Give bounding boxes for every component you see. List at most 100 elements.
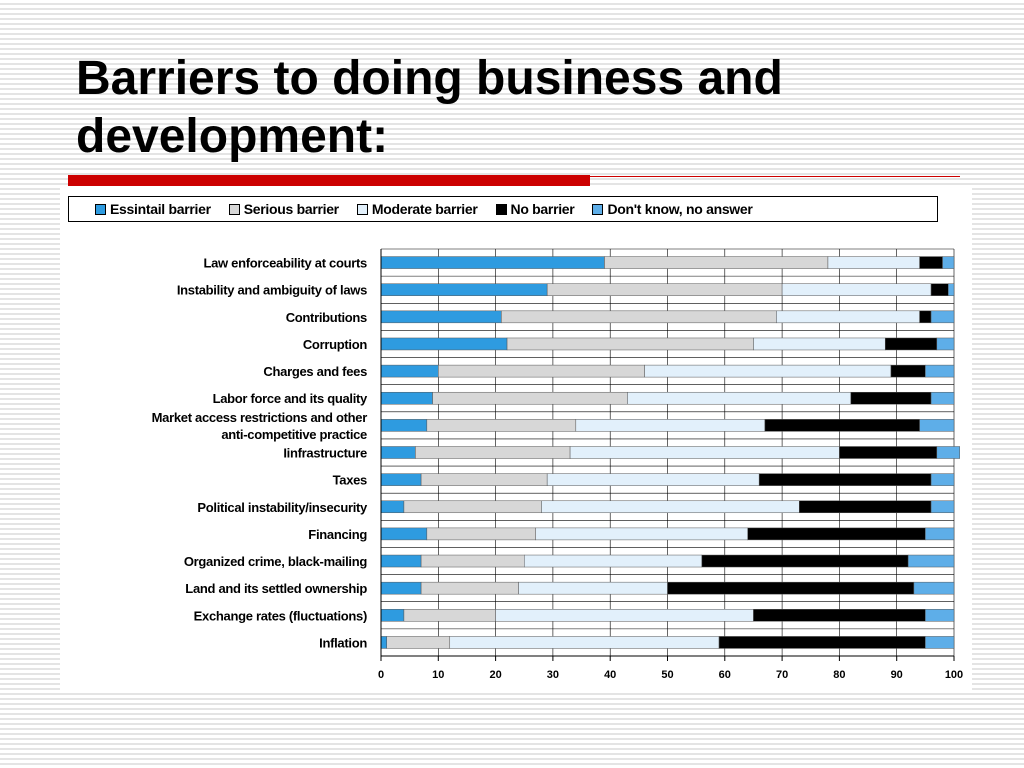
bar-segment bbox=[936, 337, 955, 351]
x-tick-label: 50 bbox=[661, 669, 673, 681]
legend-label: Don't know, no answer bbox=[607, 201, 753, 217]
category-label: Organized crime, black-mailing bbox=[184, 554, 368, 569]
bar-segment bbox=[449, 636, 720, 649]
legend-item: No barrier bbox=[495, 201, 575, 217]
title-underline-bar bbox=[68, 175, 590, 186]
bar-segment bbox=[501, 310, 777, 324]
bar-segment bbox=[913, 581, 955, 595]
legend-label: No barrier bbox=[510, 201, 575, 217]
bar-segment bbox=[827, 256, 920, 269]
bar-segment bbox=[919, 256, 943, 269]
bar-segment bbox=[850, 391, 932, 405]
slide-title: Barriers to doing business and developme… bbox=[76, 52, 783, 163]
bar-segment bbox=[839, 446, 938, 459]
bar-segment bbox=[919, 310, 932, 324]
bar-segment bbox=[403, 609, 496, 622]
legend-item: Don't know, no answer bbox=[592, 201, 753, 217]
x-tick-label: 100 bbox=[945, 669, 963, 681]
bar-segment bbox=[701, 554, 909, 568]
bar-segment bbox=[380, 283, 548, 296]
bar-segment bbox=[380, 446, 416, 459]
bar-segment bbox=[936, 446, 960, 459]
bar-segment bbox=[930, 500, 955, 514]
bar-segment bbox=[524, 554, 703, 568]
bar-segment bbox=[541, 500, 800, 514]
bar-segment bbox=[569, 446, 840, 459]
bar-segment bbox=[432, 391, 628, 405]
category-label: Law enforceability at courts bbox=[203, 256, 367, 271]
legend-label: Serious barrier bbox=[243, 201, 339, 217]
x-tick-label: 40 bbox=[604, 669, 616, 681]
bar-segment bbox=[420, 581, 519, 595]
bar-segment bbox=[942, 256, 955, 269]
bar-segment bbox=[420, 473, 548, 486]
legend-swatch bbox=[592, 203, 604, 215]
bar-segment bbox=[925, 609, 955, 622]
bar-segment bbox=[753, 337, 886, 351]
bar-segment bbox=[380, 473, 422, 486]
title-underline-rule bbox=[590, 176, 960, 177]
category-label: Inflation bbox=[319, 635, 367, 650]
category-label: Political instability/insecurity bbox=[197, 500, 368, 515]
x-tick-label: 70 bbox=[776, 669, 788, 681]
legend-item: Essintail barrier bbox=[95, 201, 211, 217]
bar-segment bbox=[627, 391, 852, 405]
bar-segment bbox=[380, 391, 433, 405]
bar-segment bbox=[575, 419, 766, 432]
bar-segment bbox=[799, 500, 932, 514]
bar-segment bbox=[930, 283, 949, 296]
x-tick-label: 30 bbox=[547, 669, 559, 681]
bar-segment bbox=[948, 283, 955, 296]
bar-segment bbox=[930, 473, 955, 486]
category-label: Corruption bbox=[303, 337, 368, 352]
bar-segment bbox=[644, 364, 892, 378]
bar-segment bbox=[380, 337, 508, 351]
stacked-bar-chart: Law enforceability at courts Instability … bbox=[152, 248, 963, 681]
x-tick-label: 0 bbox=[378, 669, 384, 681]
bar-segment bbox=[781, 283, 932, 296]
bar-segment bbox=[758, 473, 932, 486]
bar-segment bbox=[747, 527, 926, 541]
category-label: Taxes bbox=[333, 473, 367, 488]
bar-segment bbox=[546, 283, 783, 296]
bar-segment bbox=[925, 636, 955, 649]
category-label: Iinfrastructure bbox=[283, 446, 367, 461]
category-label: Land and its settled ownership bbox=[185, 581, 367, 596]
category-label: Charges and fees bbox=[263, 364, 367, 379]
category-label: Labor force and its quality bbox=[213, 391, 368, 406]
bar-segment bbox=[764, 419, 920, 432]
bar-segment bbox=[380, 256, 605, 269]
bar-segment bbox=[426, 527, 536, 541]
bar-segment bbox=[518, 581, 668, 595]
category-label: Instability and ambiguity of laws bbox=[177, 283, 367, 298]
bar-segment bbox=[380, 364, 439, 378]
legend-item: Serious barrier bbox=[228, 201, 339, 217]
legend-swatch bbox=[356, 203, 368, 215]
bar-segment bbox=[380, 636, 387, 649]
bar-segment bbox=[380, 500, 405, 514]
bar-segment bbox=[930, 391, 955, 405]
bar-segment bbox=[925, 527, 955, 541]
legend-label: Essintail barrier bbox=[110, 201, 211, 217]
bar-segment bbox=[907, 554, 955, 568]
bar-segment bbox=[546, 473, 760, 486]
bar-segment bbox=[386, 636, 451, 649]
bar-segment bbox=[925, 364, 955, 378]
legend-swatch bbox=[495, 203, 507, 215]
legend-item: Moderate barrier bbox=[356, 201, 478, 217]
bar-segment bbox=[438, 364, 645, 378]
bar-segment bbox=[506, 337, 754, 351]
bar-segment bbox=[884, 337, 938, 351]
category-label: anti-competitive practice bbox=[221, 427, 367, 442]
bar-segment bbox=[380, 609, 405, 622]
bar-segment bbox=[495, 609, 754, 622]
bar-segment bbox=[535, 527, 748, 541]
bar-segment bbox=[604, 256, 829, 269]
bar-segment bbox=[776, 310, 920, 324]
category-label: Exchange rates (fluctuations) bbox=[194, 608, 367, 623]
legend-label: Moderate barrier bbox=[371, 201, 478, 217]
x-tick-label: 90 bbox=[891, 669, 903, 681]
category-label: Financing bbox=[308, 527, 367, 542]
bar-segment bbox=[753, 609, 926, 622]
bar-segment bbox=[380, 419, 428, 432]
